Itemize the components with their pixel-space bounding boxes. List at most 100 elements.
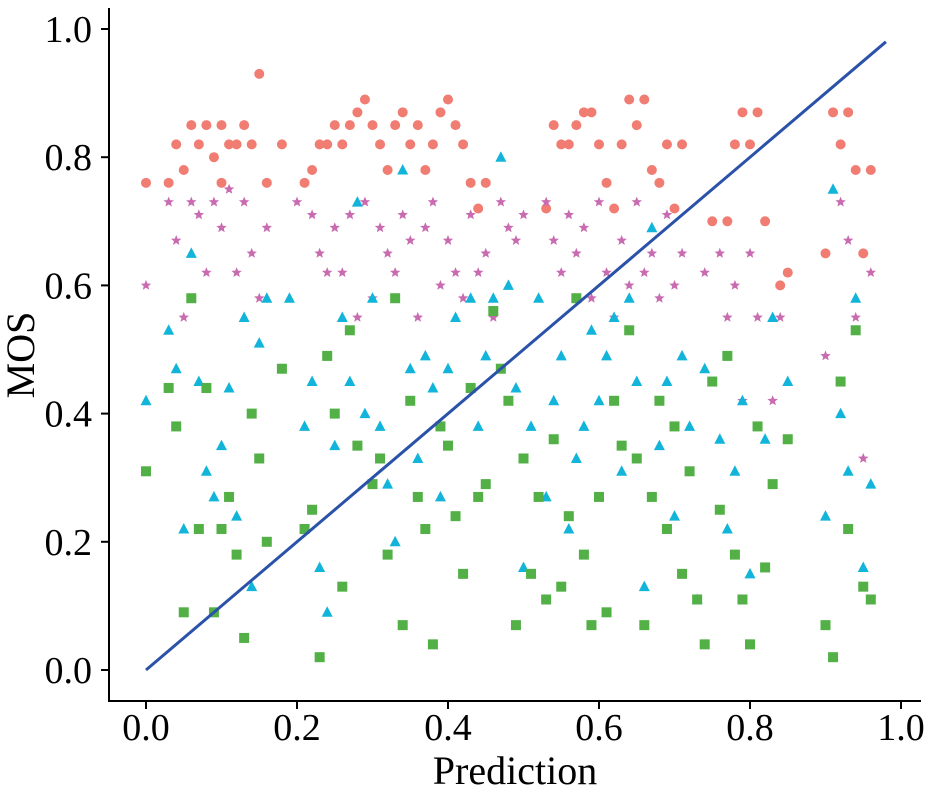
data-point-triangle xyxy=(593,394,605,406)
data-point-triangle xyxy=(684,420,696,431)
data-point-star xyxy=(450,267,461,277)
data-point-circle xyxy=(458,139,469,150)
data-point-square xyxy=(752,421,763,432)
data-point-circle xyxy=(858,248,869,259)
data-point-triangle xyxy=(261,292,273,303)
data-point-square xyxy=(186,293,197,304)
data-point-square xyxy=(435,421,446,432)
data-point-star xyxy=(201,267,212,277)
data-point-circle xyxy=(367,120,378,131)
data-point-star xyxy=(858,453,869,463)
data-point-circle xyxy=(171,139,182,150)
data-point-circle xyxy=(646,165,657,176)
data-point-star xyxy=(744,247,756,258)
data-point-triangle xyxy=(835,407,847,419)
data-point-triangle xyxy=(314,561,326,572)
data-point-star xyxy=(503,222,514,233)
data-point-circle xyxy=(337,139,348,150)
data-point-square xyxy=(397,620,408,631)
data-point-triangle xyxy=(487,292,499,303)
data-point-circle xyxy=(661,139,672,150)
data-point-square xyxy=(646,491,657,502)
data-point-square xyxy=(420,523,431,534)
data-point-star xyxy=(578,222,590,233)
y-tick-label: 0.6 xyxy=(45,265,93,307)
data-point-star xyxy=(865,267,876,277)
data-point-square xyxy=(367,479,378,490)
data-point-circle xyxy=(450,120,461,131)
data-point-star xyxy=(850,311,861,322)
data-point-star xyxy=(556,267,567,277)
data-point-triangle xyxy=(661,375,673,387)
data-point-triangle xyxy=(382,478,394,489)
data-point-circle xyxy=(639,94,650,105)
data-point-circle xyxy=(314,139,325,150)
data-point-circle xyxy=(359,94,370,105)
data-point-circle xyxy=(412,120,423,131)
data-point-circle xyxy=(669,203,680,214)
data-point-triangle xyxy=(238,311,250,322)
data-point-triangle xyxy=(608,311,620,322)
data-point-square xyxy=(858,581,869,592)
data-point-square xyxy=(820,620,831,631)
data-point-circle xyxy=(163,177,174,188)
y-tick-label: 0.2 xyxy=(45,522,93,564)
data-point-triangle xyxy=(857,561,869,572)
data-point-triangle xyxy=(397,164,409,175)
data-point-square xyxy=(337,581,348,592)
data-point-triangle xyxy=(623,292,635,303)
data-point-star xyxy=(374,222,386,233)
data-point-star xyxy=(699,267,710,277)
data-point-star xyxy=(231,267,242,277)
data-point-star xyxy=(775,311,786,322)
data-point-square xyxy=(322,350,333,361)
data-point-square xyxy=(714,504,725,515)
data-point-square xyxy=(865,594,876,605)
data-point-triangle xyxy=(306,375,318,387)
data-point-square xyxy=(412,491,423,502)
data-point-circle xyxy=(752,107,763,118)
data-point-circle xyxy=(405,139,416,150)
data-point-circle xyxy=(420,165,431,176)
data-point-triangle xyxy=(412,452,424,463)
data-point-square xyxy=(767,479,778,490)
data-point-square xyxy=(624,325,635,336)
data-point-square xyxy=(171,421,182,432)
data-point-square xyxy=(843,523,854,534)
data-point-square xyxy=(563,511,574,522)
data-point-circle xyxy=(563,139,574,150)
data-point-star xyxy=(835,196,846,207)
data-point-square xyxy=(503,395,514,406)
data-point-circle xyxy=(261,177,272,188)
data-point-star xyxy=(435,279,446,290)
data-point-circle xyxy=(737,107,748,118)
data-point-star xyxy=(427,196,439,207)
data-point-triangle xyxy=(163,324,175,335)
data-point-square xyxy=(631,453,642,464)
data-point-star xyxy=(722,311,733,322)
data-point-triangle xyxy=(744,567,756,579)
data-point-star xyxy=(676,247,688,258)
data-point-square xyxy=(594,491,604,502)
data-point-triangle xyxy=(351,196,363,207)
data-point-square xyxy=(526,568,537,579)
data-point-circle xyxy=(208,152,219,163)
data-point-circle xyxy=(624,94,635,105)
data-point-star xyxy=(842,235,854,245)
data-point-star xyxy=(616,235,627,245)
data-point-circle xyxy=(390,120,401,131)
data-point-circle xyxy=(609,203,620,214)
data-point-circle xyxy=(224,139,235,150)
data-point-square xyxy=(201,382,212,393)
y-axis-ticks: 0.0 0.2 0.4 0.6 0.8 1.0 xyxy=(45,9,109,692)
data-point-triangle xyxy=(208,490,220,502)
data-point-triangle xyxy=(714,433,726,444)
data-point-circle xyxy=(843,107,854,118)
data-point-circle xyxy=(541,203,552,214)
data-point-star xyxy=(488,311,499,322)
data-point-square xyxy=(722,350,733,361)
data-point-triangle xyxy=(736,394,748,406)
y-tick-label: 1.0 xyxy=(45,9,93,51)
data-point-triangle xyxy=(555,349,567,361)
data-point-triangle xyxy=(525,420,537,431)
